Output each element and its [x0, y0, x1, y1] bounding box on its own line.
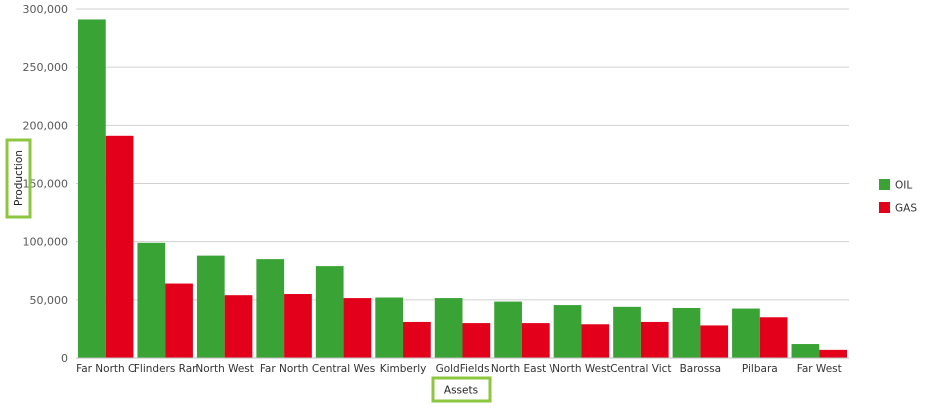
- bar-gas[interactable]: [165, 283, 193, 358]
- x-tick-label: Central Vict: [610, 363, 671, 375]
- bar-oil[interactable]: [256, 259, 285, 358]
- y-tick-label: 150,000: [23, 178, 69, 191]
- bar-gas[interactable]: [224, 295, 253, 358]
- bar-gas[interactable]: [819, 349, 847, 358]
- bar-gas[interactable]: [521, 323, 550, 358]
- y-tick-label: 100,000: [23, 236, 69, 249]
- legend-swatch-gas: [879, 202, 890, 213]
- y-axis-title: Production: [13, 150, 25, 206]
- legend-label-oil: OIL: [895, 180, 912, 192]
- x-tick-label: North West: [552, 363, 611, 375]
- y-tick-label: 200,000: [23, 119, 69, 132]
- bar-oil[interactable]: [732, 308, 760, 358]
- x-tick-label: Pilbara: [742, 363, 778, 375]
- x-tick-label: Flinders Rar: [134, 363, 197, 375]
- bar-oil[interactable]: [315, 266, 344, 358]
- legend: OIL GAS: [879, 179, 917, 215]
- legend-label-gas: GAS: [895, 203, 917, 215]
- bar-gas[interactable]: [640, 321, 669, 358]
- bar-gas[interactable]: [343, 298, 372, 358]
- x-tick-label: Far West: [797, 363, 842, 375]
- gridlines: [76, 8, 849, 301]
- y-tick-label: 250,000: [23, 61, 69, 74]
- bar-gas[interactable]: [105, 135, 134, 358]
- bar-gas[interactable]: [403, 321, 431, 358]
- x-tick-label: GoldFields: [436, 363, 490, 375]
- x-tick-label: North West: [195, 363, 254, 375]
- bar-oil[interactable]: [553, 305, 582, 358]
- bar-oil[interactable]: [613, 306, 641, 358]
- bar-oil[interactable]: [196, 255, 225, 358]
- bar-gas[interactable]: [700, 325, 729, 358]
- x-tick-label: Central Wes: [312, 363, 375, 375]
- y-axis-title-highlight: [5, 138, 32, 219]
- x-tick-label: Kimberly: [380, 363, 427, 375]
- x-tick-label: Barossa: [680, 363, 722, 375]
- bar-oil[interactable]: [672, 307, 701, 358]
- bar-oil[interactable]: [137, 242, 166, 358]
- y-tick-label: 300,000: [23, 3, 69, 16]
- x-axis-title-highlight: [431, 376, 492, 403]
- bar-gas[interactable]: [759, 317, 788, 358]
- y-tick-label: 0: [61, 352, 68, 365]
- y-axis-ticks: 0 50,000 100,000 150,000 200,000 250,000 300,0…: [23, 3, 69, 365]
- bar-gas[interactable]: [462, 323, 491, 358]
- bar-oil[interactable]: [494, 301, 522, 358]
- bar-oil[interactable]: [78, 19, 106, 358]
- bar-gas[interactable]: [581, 324, 610, 358]
- y-tick-label: 50,000: [30, 294, 69, 307]
- bar-oil[interactable]: [434, 298, 463, 358]
- x-axis-title: Assets: [444, 385, 478, 397]
- bar-oil[interactable]: [375, 297, 404, 358]
- x-tick-label: Far North: [260, 363, 309, 375]
- x-tick-label: Far North C: [76, 363, 135, 375]
- bars: [78, 19, 847, 358]
- x-tick-label: North East \: [491, 363, 554, 375]
- bar-gas[interactable]: [284, 294, 312, 358]
- legend-swatch-oil: [879, 179, 890, 190]
- bar-oil[interactable]: [791, 344, 820, 358]
